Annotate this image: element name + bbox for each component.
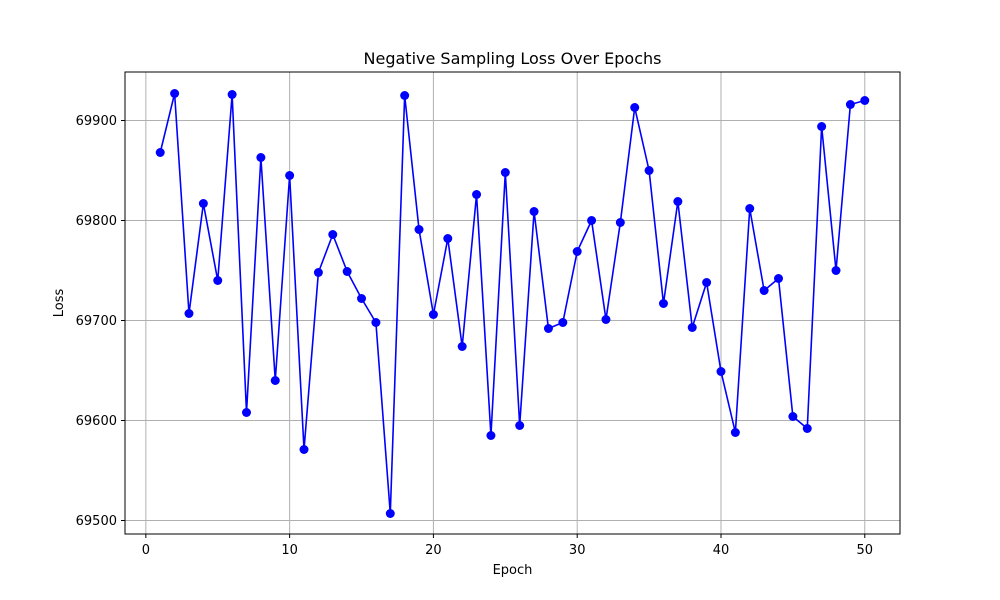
data-point [774, 274, 784, 283]
data-point [342, 267, 352, 276]
plot-area-frame [124, 71, 901, 535]
y-axis-ticks: 69500 69600 69700 69800 69900 [76, 114, 125, 529]
data-point [443, 234, 453, 243]
data-point [371, 318, 381, 327]
x-tick-label: 40 [713, 543, 730, 558]
data-point [831, 266, 841, 275]
y-axis-title: Loss [52, 289, 67, 318]
data-point [745, 204, 755, 213]
y-tick-label: 69600 [76, 414, 117, 429]
x-tick-label: 30 [569, 543, 586, 558]
data-point [687, 323, 697, 332]
data-point [558, 318, 568, 327]
data-point [241, 408, 251, 417]
data-point [313, 268, 323, 277]
data-point [170, 89, 180, 98]
data-point [630, 103, 640, 112]
data-point [730, 428, 740, 437]
data-point [285, 171, 295, 180]
data-point [644, 166, 654, 175]
x-axis-title: Epoch [493, 563, 533, 578]
x-tick-label: 50 [856, 543, 873, 558]
data-point [817, 122, 827, 131]
grid-lines [125, 72, 900, 534]
data-point [788, 412, 798, 421]
data-point [328, 230, 338, 239]
x-tick-label: 10 [281, 543, 298, 558]
y-tick-label: 69900 [76, 114, 117, 129]
data-point [213, 276, 223, 285]
data-point [673, 197, 683, 206]
data-point [601, 315, 611, 324]
data-point [515, 421, 525, 430]
data-point [428, 310, 438, 319]
data-point [543, 324, 553, 333]
data-point [500, 168, 510, 177]
data-point [860, 96, 870, 105]
x-tick-label: 0 [142, 543, 150, 558]
data-point [658, 299, 668, 308]
data-point [615, 218, 625, 227]
chart-title: Negative Sampling Loss Over Epochs [364, 49, 662, 68]
data-point [759, 286, 769, 295]
data-point [486, 431, 496, 440]
data-point [256, 153, 266, 162]
y-tick-label: 69500 [76, 514, 117, 529]
data-point [845, 100, 855, 109]
data-point [227, 90, 237, 99]
data-point [702, 278, 712, 287]
data-point [802, 424, 812, 433]
data-point [184, 309, 194, 318]
data-point [400, 91, 410, 100]
y-tick-label: 69800 [76, 214, 117, 229]
data-point [457, 342, 467, 351]
data-point [270, 376, 280, 385]
data-point [155, 148, 165, 157]
y-tick-label: 69700 [76, 314, 117, 329]
data-point [472, 190, 482, 199]
data-point [357, 294, 367, 303]
series-group [155, 89, 870, 518]
data-point [529, 207, 539, 216]
data-point [587, 216, 597, 225]
data-point [299, 445, 309, 454]
data-point [572, 247, 582, 256]
data-point [414, 225, 424, 234]
data-point [716, 367, 726, 376]
series-line [159, 92, 865, 515]
x-axis-ticks: 0 10 20 30 40 50 [142, 534, 873, 558]
data-point [198, 199, 208, 208]
data-point [385, 509, 395, 518]
x-tick-label: 20 [425, 543, 442, 558]
